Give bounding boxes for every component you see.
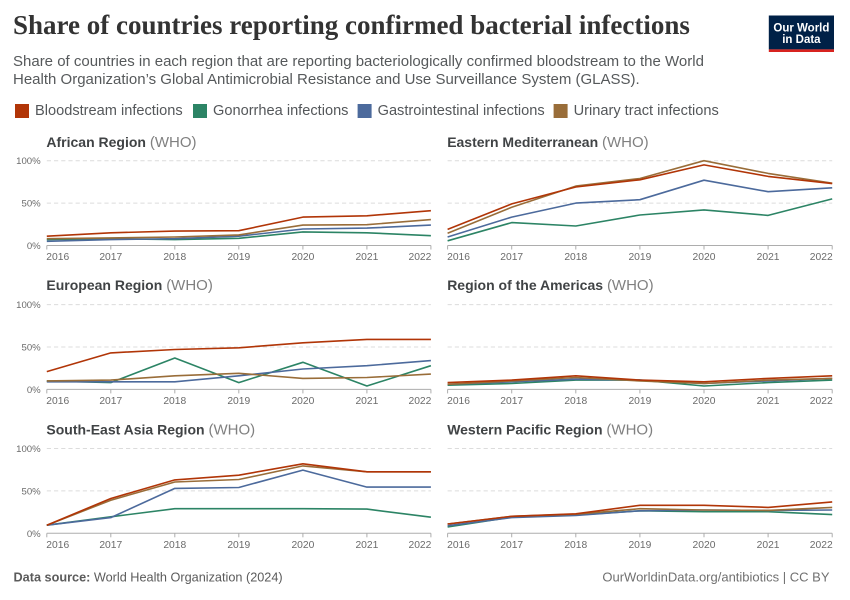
svg-text:2021: 2021 bbox=[757, 540, 780, 551]
svg-text:0%: 0% bbox=[27, 385, 41, 396]
svg-text:2019: 2019 bbox=[227, 396, 250, 407]
svg-text:Gonorrhea infections: Gonorrhea infections bbox=[213, 103, 348, 119]
svg-text:2018: 2018 bbox=[163, 540, 186, 551]
svg-text:Western Pacific Region (WHO): Western Pacific Region (WHO) bbox=[447, 422, 653, 439]
svg-text:100%: 100% bbox=[16, 300, 41, 311]
svg-text:50%: 50% bbox=[21, 343, 41, 354]
svg-text:2018: 2018 bbox=[564, 252, 587, 263]
svg-text:Urinary tract infections: Urinary tract infections bbox=[574, 103, 719, 119]
svg-text:2016: 2016 bbox=[46, 396, 69, 407]
svg-text:2020: 2020 bbox=[291, 252, 314, 263]
svg-text:Region of the Americas (WHO): Region of the Americas (WHO) bbox=[447, 277, 653, 294]
svg-text:European Region (WHO): European Region (WHO) bbox=[46, 277, 212, 294]
svg-text:2016: 2016 bbox=[447, 396, 470, 407]
svg-text:100%: 100% bbox=[16, 156, 41, 167]
svg-text:2017: 2017 bbox=[500, 252, 523, 263]
svg-text:Health Organization’s Global A: Health Organization’s Global Antimicrobi… bbox=[13, 71, 640, 88]
svg-text:2021: 2021 bbox=[355, 252, 378, 263]
svg-text:2019: 2019 bbox=[628, 540, 651, 551]
svg-text:2019: 2019 bbox=[227, 252, 250, 263]
svg-text:2016: 2016 bbox=[46, 540, 69, 551]
svg-text:2021: 2021 bbox=[757, 396, 780, 407]
svg-text:2022: 2022 bbox=[408, 396, 431, 407]
svg-text:0%: 0% bbox=[27, 529, 41, 540]
svg-text:50%: 50% bbox=[21, 486, 41, 497]
svg-text:50%: 50% bbox=[21, 199, 41, 210]
svg-text:OurWorldinData.org/antibiotics: OurWorldinData.org/antibiotics | CC BY bbox=[602, 570, 829, 585]
svg-text:2016: 2016 bbox=[447, 540, 470, 551]
svg-text:Share of countries in each reg: Share of countries in each region that a… bbox=[13, 53, 704, 70]
svg-text:2019: 2019 bbox=[628, 396, 651, 407]
svg-text:2017: 2017 bbox=[99, 396, 122, 407]
svg-text:2018: 2018 bbox=[163, 252, 186, 263]
svg-text:2022: 2022 bbox=[810, 540, 833, 551]
svg-text:Bloodstream infections: Bloodstream infections bbox=[35, 103, 183, 119]
svg-text:Our World: Our World bbox=[773, 23, 829, 35]
svg-text:Gastrointestinal infections: Gastrointestinal infections bbox=[378, 103, 545, 119]
svg-text:Share of countries reporting c: Share of countries reporting confirmed b… bbox=[13, 10, 690, 40]
svg-text:2018: 2018 bbox=[564, 540, 587, 551]
svg-text:2017: 2017 bbox=[500, 540, 523, 551]
svg-text:African Region (WHO): African Region (WHO) bbox=[46, 134, 196, 151]
svg-text:2017: 2017 bbox=[99, 540, 122, 551]
svg-text:2020: 2020 bbox=[291, 540, 314, 551]
svg-text:2020: 2020 bbox=[291, 396, 314, 407]
svg-text:in Data: in Data bbox=[782, 34, 821, 46]
svg-text:2018: 2018 bbox=[564, 396, 587, 407]
svg-text:2022: 2022 bbox=[810, 396, 833, 407]
svg-text:2017: 2017 bbox=[99, 252, 122, 263]
svg-text:2020: 2020 bbox=[693, 252, 716, 263]
svg-text:2021: 2021 bbox=[355, 396, 378, 407]
svg-text:2022: 2022 bbox=[408, 540, 431, 551]
svg-text:2022: 2022 bbox=[810, 252, 833, 263]
svg-text:Data source: World Health Orga: Data source: World Health Organization (… bbox=[14, 571, 283, 585]
svg-text:Eastern Mediterranean (WHO): Eastern Mediterranean (WHO) bbox=[447, 134, 649, 151]
svg-text:2022: 2022 bbox=[408, 252, 431, 263]
svg-text:2019: 2019 bbox=[227, 540, 250, 551]
svg-text:2018: 2018 bbox=[163, 396, 186, 407]
svg-text:2017: 2017 bbox=[500, 396, 523, 407]
svg-text:0%: 0% bbox=[27, 241, 41, 252]
svg-text:2021: 2021 bbox=[757, 252, 780, 263]
svg-text:2020: 2020 bbox=[693, 540, 716, 551]
svg-text:South-East Asia Region (WHO): South-East Asia Region (WHO) bbox=[46, 422, 255, 439]
svg-text:2016: 2016 bbox=[46, 252, 69, 263]
svg-text:2021: 2021 bbox=[355, 540, 378, 551]
svg-text:2016: 2016 bbox=[447, 252, 470, 263]
svg-text:2019: 2019 bbox=[628, 252, 651, 263]
svg-text:2020: 2020 bbox=[693, 396, 716, 407]
svg-text:100%: 100% bbox=[16, 444, 41, 455]
